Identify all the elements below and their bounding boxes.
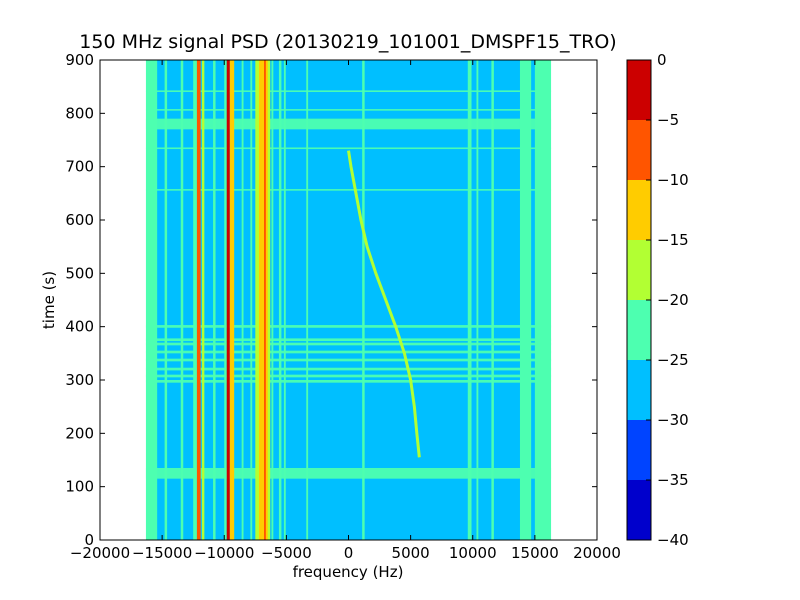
x-tick-label: 15000 <box>511 544 559 562</box>
horizontal-interference-band <box>145 147 552 150</box>
plot-area <box>99 59 598 541</box>
colorbar-tick-label: −25 <box>657 351 689 369</box>
x-tick-label: 20000 <box>573 544 621 562</box>
x-tick-label: 10000 <box>449 544 497 562</box>
x-axis-label: frequency (Hz) <box>293 563 404 581</box>
vertical-emission-band <box>201 60 205 540</box>
y-tick-label: 0 <box>84 531 94 549</box>
y-tick-label: 900 <box>65 51 94 69</box>
vertical-emission-band <box>145 60 158 540</box>
vertical-emission-band <box>476 60 479 540</box>
colorbar-segment <box>627 240 651 300</box>
horizontal-interference-band <box>145 350 552 354</box>
vertical-emission-band <box>180 60 184 540</box>
y-tick-label: 700 <box>65 158 94 176</box>
vertical-emission-band <box>250 60 253 540</box>
y-axis-label: time (s) <box>40 271 58 329</box>
colorbar-tick-label: −20 <box>657 291 689 309</box>
colorbar-segment <box>627 300 651 360</box>
colorbar-tick-label: −40 <box>657 531 689 549</box>
y-tick-label: 200 <box>65 424 94 442</box>
colorbar-segment <box>627 120 651 180</box>
y-tick-label: 500 <box>65 264 94 282</box>
vertical-emission-band <box>259 60 268 540</box>
x-tick-label: 5000 <box>392 544 430 562</box>
vertical-emission-band <box>226 60 230 540</box>
x-tick-label: −20000 <box>70 544 130 562</box>
vertical-emission-band <box>283 60 286 540</box>
colorbar-tick-label: −5 <box>657 111 679 129</box>
vertical-emission-band <box>491 60 494 540</box>
horizontal-interference-band <box>145 342 552 346</box>
vertical-emission-band <box>164 60 168 540</box>
horizontal-interference-band <box>145 90 552 92</box>
y-tick-label: 300 <box>65 371 94 389</box>
x-tick-label: −5000 <box>261 544 312 562</box>
x-tick-label: −10000 <box>194 544 254 562</box>
colorbar-tick-label: −35 <box>657 471 689 489</box>
horizontal-interference-band <box>145 109 552 111</box>
vertical-emission-band <box>362 60 365 540</box>
x-tick-label: −15000 <box>132 544 192 562</box>
x-axis: −20000 −15000 −10000 −5000 0 5000 10000 15000 20… <box>70 60 621 562</box>
vertical-emission-band <box>241 60 244 540</box>
colorbar-tick-label: −30 <box>657 411 689 429</box>
y-tick-label: 100 <box>65 478 94 496</box>
y-tick-label: 400 <box>65 318 94 336</box>
vertical-emission-band <box>278 60 282 540</box>
vertical-emission-band <box>264 60 266 540</box>
vertical-emission-band <box>467 60 472 540</box>
vertical-emission-band <box>229 60 235 540</box>
vertical-emission-band <box>271 60 274 540</box>
colorbar-tick-label: −15 <box>657 231 689 249</box>
horizontal-interference-band <box>145 380 552 383</box>
horizontal-interference-band <box>145 338 552 342</box>
vertical-emission-band <box>213 60 216 540</box>
horizontal-interference-band <box>145 468 552 479</box>
horizontal-interference-band <box>145 118 552 130</box>
x-tick-label: 0 <box>344 544 354 562</box>
colorbar-segment <box>627 360 651 420</box>
colorbar-segment <box>627 180 651 240</box>
y-tick-label: 800 <box>65 104 94 122</box>
vertical-emission-band <box>519 60 532 540</box>
chart-title: 150 MHz signal PSD (20130219_101001_DMSP… <box>79 31 616 53</box>
vertical-emission-band <box>306 60 309 540</box>
horizontal-interference-band <box>145 325 552 328</box>
vertical-emission-band <box>534 60 552 540</box>
satellite-signal-trace <box>347 150 421 458</box>
y-axis: 0 100 200 300 400 500 600 700 800 900 <box>65 51 597 549</box>
horizontal-interference-band <box>145 358 552 362</box>
horizontal-interference-band <box>145 374 552 378</box>
horizontal-interference-band <box>145 189 552 191</box>
y-tick-label: 600 <box>65 211 94 229</box>
vertical-emission-band <box>196 60 201 540</box>
vertical-emission-band <box>193 60 197 540</box>
colorbar: −40 −35 −30 −25 −20 −15 −10 −5 0 <box>626 51 689 549</box>
colorbar-segment <box>627 420 651 480</box>
colorbar-segment <box>627 60 651 120</box>
colorbar-segment <box>627 480 651 540</box>
vertical-emission-band <box>224 60 227 540</box>
colorbar-tick-label: −10 <box>657 171 689 189</box>
horizontal-interference-band <box>145 367 552 371</box>
colorbar-tick-label: 0 <box>657 51 667 69</box>
